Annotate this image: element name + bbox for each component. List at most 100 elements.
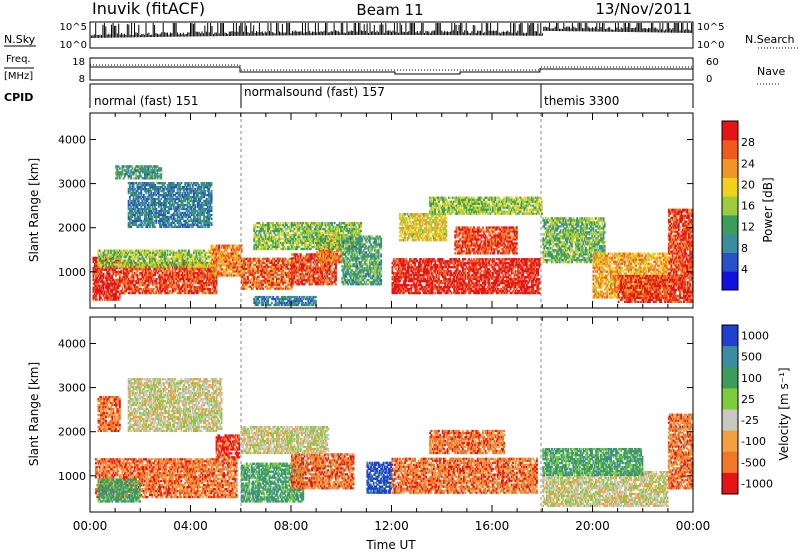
data-cell: [200, 190, 203, 193]
data-cell: [147, 223, 150, 226]
data-cell: [250, 271, 253, 274]
data-cell: [216, 258, 219, 261]
data-cell: [205, 251, 208, 254]
data-cell: [230, 256, 233, 259]
data-cell: [297, 257, 300, 260]
data-cell: [268, 259, 271, 262]
data-cell: [235, 250, 238, 253]
data-cell: [195, 285, 198, 289]
data-cell: [194, 192, 197, 195]
data-cell: [175, 263, 178, 266]
data-cell: [196, 287, 199, 291]
data-cell: [150, 217, 153, 221]
data-cell: [137, 207, 140, 211]
data-cell: [294, 281, 297, 284]
data-cell: [112, 265, 115, 268]
data-cell: [110, 298, 112, 301]
data-cell: [177, 209, 180, 213]
data-cell: [175, 251, 178, 254]
data-cell: [200, 261, 203, 264]
data-cell: [144, 203, 146, 207]
data-cell: [279, 265, 282, 268]
data-cell: [189, 211, 192, 215]
data-cell: [177, 188, 180, 191]
data-cell: [201, 265, 204, 268]
data-cell: [160, 167, 163, 170]
data-cell: [278, 259, 281, 262]
data-cell: [270, 261, 273, 264]
data-cell: [286, 287, 288, 290]
data-cell: [151, 188, 154, 191]
data-cell: [122, 177, 125, 180]
data-cell: [319, 275, 322, 278]
data-cell: [113, 257, 116, 260]
data-cell: [206, 211, 209, 215]
data-cell: [152, 165, 155, 168]
data-cell: [213, 270, 215, 273]
data-cell: [215, 276, 218, 279]
data-cell: [157, 167, 160, 170]
data-cell: [160, 223, 163, 226]
data-cell: [145, 280, 148, 283]
data-cell: [184, 285, 187, 289]
data-cell: [137, 182, 140, 185]
data-cell: [107, 298, 110, 301]
data-cell: [185, 274, 188, 277]
data-cell: [195, 223, 198, 226]
data-cell: [116, 257, 119, 260]
data-cell: [147, 261, 150, 264]
data-cell: [297, 271, 300, 274]
data-cell: [118, 260, 121, 264]
data-cell: [258, 283, 261, 286]
data-cell: [282, 283, 285, 286]
data-cell: [272, 265, 275, 268]
data-cell: [191, 257, 194, 260]
data-cell: [171, 278, 174, 281]
data-cell: [205, 276, 208, 279]
data-cell: [259, 279, 262, 282]
data-cell: [157, 259, 160, 262]
data-cell: [190, 225, 193, 228]
data-cell: [167, 190, 170, 193]
data-cell: [149, 213, 151, 217]
data-cell: [233, 274, 236, 277]
data-cell: [214, 254, 217, 257]
data-cell: [302, 263, 305, 266]
data-cell: [147, 184, 150, 187]
data-cell: [135, 272, 138, 275]
data-cell: [203, 289, 205, 293]
data-cell: [312, 261, 315, 264]
data-cell: [135, 203, 138, 207]
data-cell: [200, 184, 203, 187]
data-cell: [159, 276, 161, 279]
data-cell: [299, 267, 302, 270]
freq-panel: 18 8 60 0: [72, 57, 718, 85]
data-cell: [331, 277, 334, 280]
data-cell: [123, 257, 126, 260]
data-cell: [171, 287, 174, 291]
data-cell: [289, 257, 292, 260]
data-cell: [174, 207, 177, 211]
data-cell: [278, 265, 281, 268]
data-cell: [105, 294, 107, 297]
data-cell: [141, 201, 144, 205]
data-cell: [165, 285, 168, 289]
data-cell: [105, 268, 107, 271]
data-cell: [122, 165, 125, 168]
data-cell: [145, 285, 148, 289]
data-cell: [200, 186, 203, 189]
data-cell: [115, 270, 117, 273]
data-cell: [296, 253, 298, 256]
data-cell: [237, 272, 239, 275]
data-cell: [308, 253, 311, 256]
data-cell: [183, 199, 185, 203]
data-cell: [294, 261, 297, 264]
data-cell: [152, 261, 155, 264]
data-cell: [240, 262, 243, 265]
data-cell: [151, 197, 154, 201]
data-cell: [137, 249, 140, 252]
data-cell: [277, 267, 280, 270]
data-cell: [190, 261, 193, 264]
data-cell: [140, 265, 143, 268]
data-cell: [304, 269, 307, 272]
